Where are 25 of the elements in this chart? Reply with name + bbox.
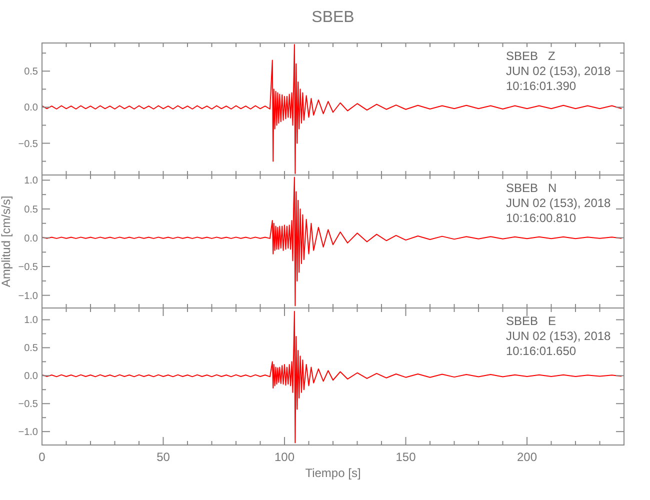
chart-title: SBEB: [312, 9, 354, 26]
y-tick-label: −1.0: [18, 290, 38, 302]
annotation: SBEB E JUN 02 (153), 2018 10:16:01.650: [506, 314, 612, 358]
y-tick-label: 0.5: [24, 66, 38, 78]
y-tick-label: 0.0: [24, 233, 38, 244]
annotation: SBEB N JUN 02 (153), 2018 10:16:00.810: [506, 181, 612, 225]
y-tick-label: 1.0: [24, 315, 38, 326]
y-tick-label: 0.5: [24, 204, 38, 216]
annotation: SBEB Z JUN 02 (153), 2018 10:16:01.390: [506, 49, 612, 93]
y-tick-label: 0.0: [24, 102, 38, 114]
x-axis-title: Tiempo [s]: [305, 466, 361, 480]
x-tick-label: 100: [274, 450, 295, 464]
y-axis-title: Amplitud [cm/s/s]: [0, 196, 13, 288]
x-tick-label: 50: [156, 450, 170, 464]
y-tick-label: −0.5: [18, 138, 38, 150]
x-tick-label: 150: [396, 450, 416, 464]
x-tick-label: 0: [38, 450, 46, 464]
y-tick-label: 0.0: [24, 371, 38, 382]
line-series: [42, 310, 622, 444]
y-tick-label: 0.5: [24, 343, 38, 354]
y-tick-label: −0.5: [18, 262, 38, 274]
y-tick-label: −1.0: [18, 427, 38, 438]
y-tick-label: 1.0: [24, 176, 38, 187]
y-tick-label: −0.5: [18, 399, 38, 410]
x-tick-label: 200: [516, 450, 538, 464]
